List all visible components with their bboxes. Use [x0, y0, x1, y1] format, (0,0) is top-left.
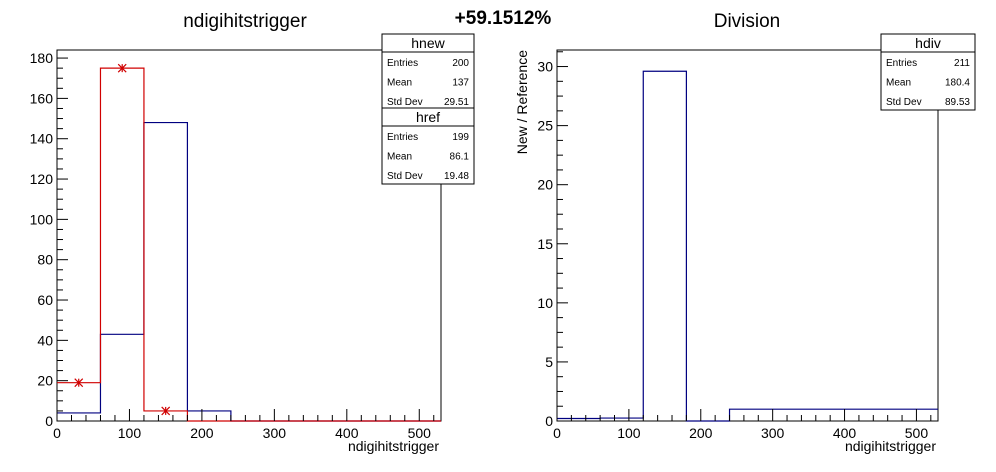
- y-tick-label: 60: [37, 292, 53, 308]
- x-tick-label: 500: [905, 425, 929, 441]
- stats-box-hdiv: hdiv Entries 211 Mean 180.4 Std Dev 89.53: [880, 33, 976, 111]
- y-tick-label: 20: [37, 373, 53, 389]
- stats-row-value: 211: [954, 58, 970, 69]
- y-tick-label: 0: [45, 413, 53, 429]
- x-tick-label: 400: [335, 425, 359, 441]
- chart-panel-1: ndigihitstrigger 0 100 200 300 400 500 0 20 40 60 8…: [30, 11, 475, 454]
- y-tick-label: 10: [537, 295, 553, 311]
- stats-box-href: href Entries 199 Mean 86.1 Std Dev 19.48: [381, 107, 475, 185]
- y-tick-label: 15: [537, 236, 553, 252]
- series-hdiv-line: [557, 70, 938, 422]
- stats-row-value: 199: [452, 132, 469, 143]
- stats-row-label: Entries: [387, 132, 418, 143]
- stats-row-label: Mean: [387, 152, 412, 163]
- stats-row-label: Std Dev: [886, 97, 922, 108]
- x-tick-label: 500: [408, 425, 432, 441]
- y-tick-label: 5: [545, 354, 553, 370]
- x-tick-label: 300: [263, 425, 287, 441]
- y-tick-label: 180: [30, 50, 54, 66]
- y-tick-label: 30: [537, 59, 553, 75]
- plot-frame: [556, 49, 939, 422]
- stats-row-label: Std Dev: [387, 171, 423, 182]
- stats-row-value: 86.1: [450, 152, 470, 163]
- y-tick-label: 140: [30, 131, 54, 147]
- series-href-marker: [117, 63, 127, 73]
- stats-row-label: Entries: [886, 58, 917, 69]
- x-tick-label: 200: [689, 425, 713, 441]
- stats-box-title: hnew: [411, 35, 445, 51]
- stats-row-label: Std Dev: [387, 97, 423, 108]
- y-tick-label: 120: [30, 171, 54, 187]
- chart-panel-2: Division 0 100 200 300 400 500 0 5 10 15 20 25 30 ndig…: [514, 11, 976, 454]
- stats-row-value: 180.4: [945, 78, 970, 89]
- y-tick-label: 80: [37, 252, 53, 268]
- x-tick-label: 300: [761, 425, 785, 441]
- y-tick-label: 25: [537, 118, 553, 134]
- stats-row-label: Entries: [387, 58, 418, 69]
- comparison-label: +59.1512%: [455, 8, 552, 29]
- series-href-marker: [161, 406, 171, 416]
- y-tick-label: 40: [37, 332, 53, 348]
- stats-row-value: 200: [452, 58, 469, 69]
- stats-row-value: 89.53: [945, 97, 970, 108]
- stats-row-value: 137: [452, 78, 469, 89]
- y-axis-label: New / Reference: [514, 50, 530, 154]
- stats-row-value: 29.51: [444, 97, 469, 108]
- x-tick-label: 200: [190, 425, 214, 441]
- series-href-marker: [74, 378, 84, 388]
- y-tick-label: 0: [545, 413, 553, 429]
- x-tick-label: 0: [53, 425, 61, 441]
- stats-box-title: href: [416, 109, 440, 125]
- chart-title: ndigihitstrigger: [183, 11, 307, 32]
- x-tick-label: 400: [833, 425, 857, 441]
- stats-row-label: Mean: [886, 78, 911, 89]
- x-axis-label: ndigihitstrigger: [845, 438, 936, 454]
- x-tick-label: 0: [553, 425, 561, 441]
- stats-box-title: hdiv: [915, 35, 941, 51]
- stats-row-value: 19.48: [444, 171, 469, 182]
- stats-row-label: Mean: [387, 78, 412, 89]
- x-tick-label: 100: [118, 425, 142, 441]
- y-tick-label: 160: [30, 90, 54, 106]
- x-tick-label: 100: [617, 425, 641, 441]
- x-axis-label: ndigihitstrigger: [348, 438, 439, 454]
- chart-title: Division: [714, 11, 781, 32]
- y-tick-label: 100: [30, 211, 54, 227]
- y-tick-label: 20: [537, 177, 553, 193]
